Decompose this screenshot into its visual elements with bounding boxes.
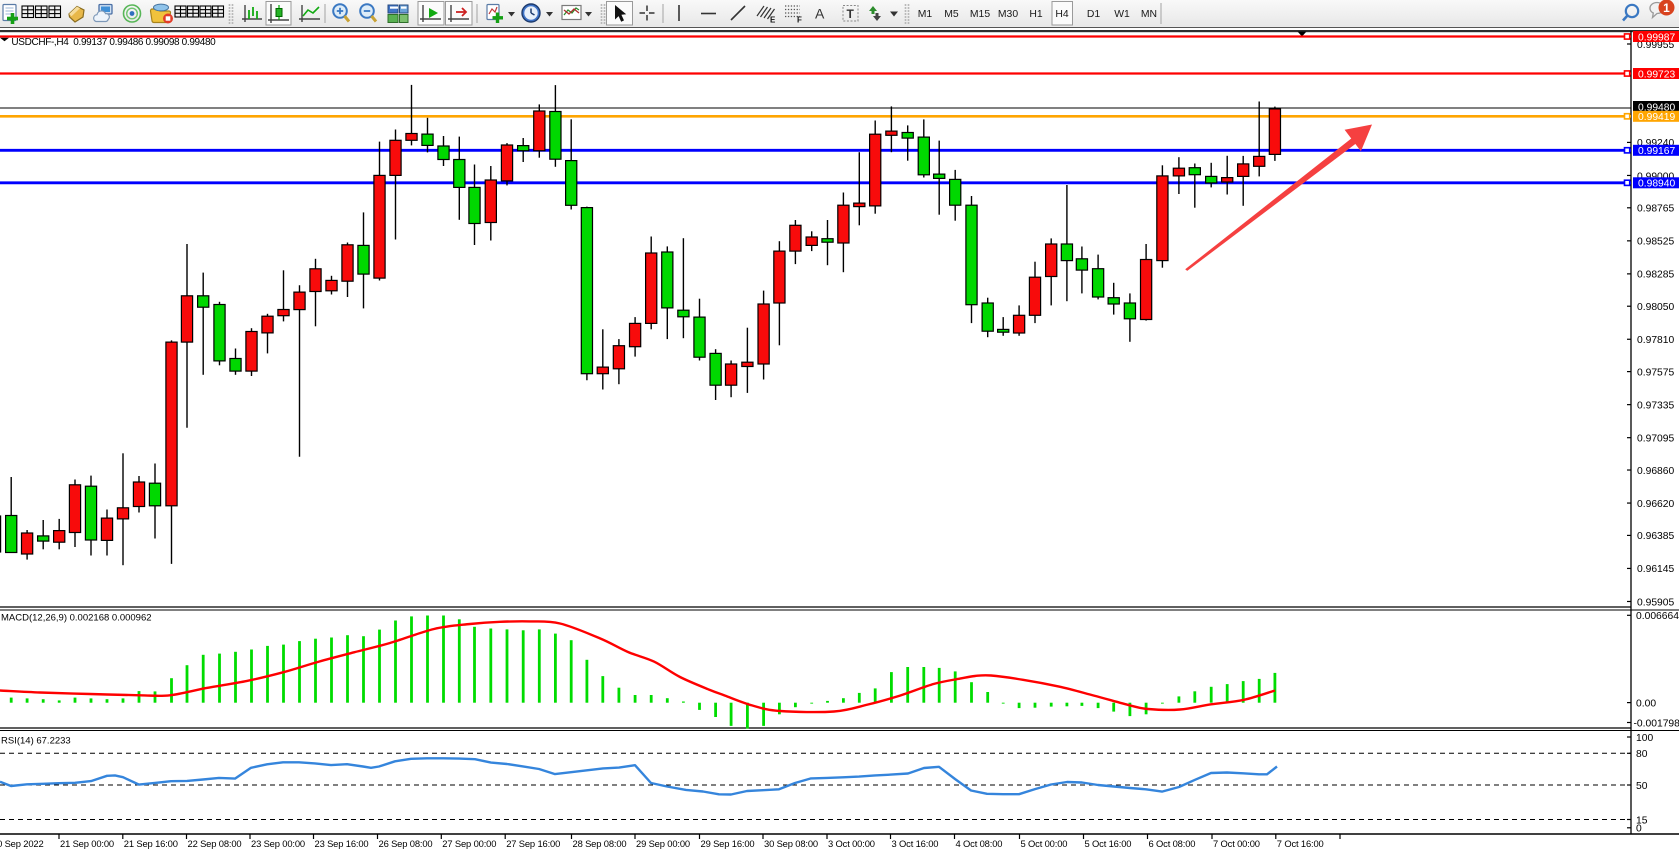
- svg-text:0.97810: 0.97810: [1637, 335, 1674, 346]
- svg-text:-0.001798: -0.001798: [1634, 718, 1679, 729]
- svg-text:0.96860: 0.96860: [1637, 466, 1674, 477]
- svg-text:0.97095: 0.97095: [1637, 433, 1674, 444]
- svg-text:MACD(12,26,9) 0.002168 0.00096: MACD(12,26,9) 0.002168 0.000962: [1, 613, 152, 624]
- svg-text:0.99419: 0.99419: [1638, 112, 1675, 123]
- svg-text:0.97575: 0.97575: [1637, 367, 1674, 378]
- svg-text:0.99480: 0.99480: [1638, 102, 1675, 113]
- svg-text:0.98285: 0.98285: [1637, 270, 1674, 281]
- svg-text:5 Oct 16:00: 5 Oct 16:00: [1085, 838, 1132, 849]
- svg-text:0.98525: 0.98525: [1637, 237, 1674, 248]
- svg-text:0.98050: 0.98050: [1637, 302, 1674, 313]
- svg-text:0.99955: 0.99955: [1637, 40, 1674, 51]
- svg-text:0.98940: 0.98940: [1638, 179, 1675, 190]
- svg-text:F: F: [797, 16, 802, 25]
- svg-text:29 Sep 16:00: 29 Sep 16:00: [701, 838, 755, 849]
- svg-text:0.00: 0.00: [1636, 698, 1656, 709]
- svg-text:80: 80: [1636, 749, 1648, 760]
- svg-text:0: 0: [1636, 824, 1642, 835]
- svg-text:29 Sep 00:00: 29 Sep 00:00: [636, 838, 690, 849]
- svg-text:0.96385: 0.96385: [1637, 531, 1674, 542]
- svg-text:0.97335: 0.97335: [1637, 400, 1674, 411]
- svg-text:RSI(14) 67.2233: RSI(14) 67.2233: [1, 736, 71, 747]
- svg-text:E: E: [770, 16, 776, 25]
- svg-text:T: T: [847, 7, 855, 21]
- svg-text:0.96145: 0.96145: [1637, 564, 1674, 575]
- svg-text:0.99987: 0.99987: [1638, 32, 1675, 43]
- svg-text:20 Sep 2022: 20 Sep 2022: [0, 838, 44, 849]
- svg-text:0.96620: 0.96620: [1637, 499, 1674, 510]
- svg-text:23 Sep 16:00: 23 Sep 16:00: [315, 838, 369, 849]
- svg-text:28 Sep 08:00: 28 Sep 08:00: [573, 838, 627, 849]
- svg-text:MN: MN: [1141, 9, 1157, 20]
- svg-text:15: 15: [1636, 815, 1648, 826]
- svg-text:A: A: [815, 6, 825, 22]
- svg-text:USDCHF-,H4 0.99137 0.99486 0.: USDCHF-,H4 0.99137 0.99486 0.99098 0.994…: [11, 37, 216, 48]
- svg-text:27 Sep 00:00: 27 Sep 00:00: [442, 838, 496, 849]
- svg-text:21 Sep 16:00: 21 Sep 16:00: [124, 838, 178, 849]
- svg-text:D1: D1: [1087, 9, 1101, 20]
- svg-text:M15: M15: [970, 9, 990, 20]
- svg-text:0.99167: 0.99167: [1638, 146, 1675, 157]
- svg-text:0.99000: 0.99000: [1637, 171, 1674, 182]
- svg-text:27 Sep 16:00: 27 Sep 16:00: [506, 838, 560, 849]
- svg-text:0.99723: 0.99723: [1638, 69, 1675, 80]
- svg-text:5 Oct 00:00: 5 Oct 00:00: [1021, 838, 1068, 849]
- svg-text:3 Oct 16:00: 3 Oct 16:00: [892, 838, 939, 849]
- svg-text:100: 100: [1636, 733, 1653, 744]
- svg-text:7 Oct 00:00: 7 Oct 00:00: [1213, 838, 1260, 849]
- svg-text:1: 1: [1663, 1, 1670, 15]
- svg-text:26 Sep 08:00: 26 Sep 08:00: [379, 838, 433, 849]
- svg-text:H1: H1: [1029, 9, 1043, 20]
- svg-text:0.006664: 0.006664: [1636, 611, 1679, 622]
- svg-text:22 Sep 08:00: 22 Sep 08:00: [188, 838, 242, 849]
- svg-text:6 Oct 08:00: 6 Oct 08:00: [1149, 838, 1196, 849]
- svg-text:3 Oct 00:00: 3 Oct 00:00: [828, 838, 875, 849]
- svg-text:7 Oct 16:00: 7 Oct 16:00: [1277, 838, 1324, 849]
- svg-text:4 Oct 08:00: 4 Oct 08:00: [956, 838, 1003, 849]
- svg-text:0.95905: 0.95905: [1637, 597, 1674, 608]
- svg-text:M30: M30: [998, 9, 1018, 20]
- svg-text:0.98765: 0.98765: [1637, 204, 1674, 215]
- svg-text:21 Sep 00:00: 21 Sep 00:00: [60, 838, 114, 849]
- svg-text:50: 50: [1636, 781, 1648, 792]
- svg-text:H4: H4: [1055, 9, 1069, 20]
- svg-text:M5: M5: [944, 9, 959, 20]
- svg-text:M1: M1: [918, 9, 933, 20]
- svg-text:23 Sep 00:00: 23 Sep 00:00: [251, 838, 305, 849]
- svg-text:30 Sep 08:00: 30 Sep 08:00: [764, 838, 818, 849]
- svg-text:W1: W1: [1114, 9, 1130, 20]
- svg-text:0.99240: 0.99240: [1637, 138, 1674, 149]
